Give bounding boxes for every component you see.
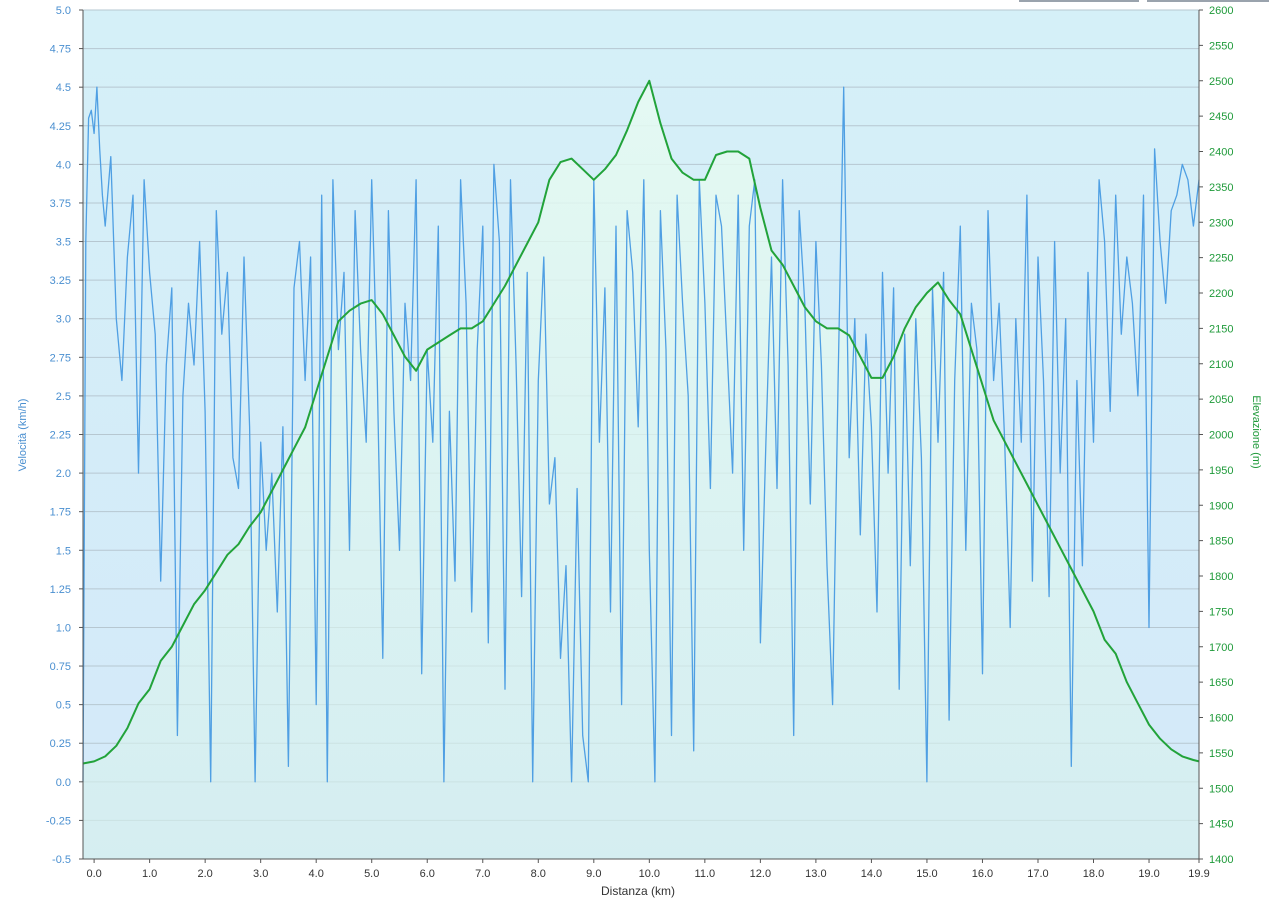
x-tick-label: 2.0 <box>198 868 213 880</box>
window-tab-stub[interactable] <box>1019 0 1139 2</box>
y-right-tick-label: 2450 <box>1209 111 1233 123</box>
y-right-tick-label: 1750 <box>1209 606 1233 618</box>
y-left-tick-label: -0.25 <box>46 815 71 827</box>
left-axis-ticks: 5.0 4.75 4.5 4.25 4.0 3.75 3.5 3.25 3.0 2.75 2.5 2.… <box>46 5 83 866</box>
y-right-tick-label: 2050 <box>1209 394 1233 406</box>
y-right-tick-label: 2600 <box>1209 5 1233 17</box>
y-left-tick-label: 0.0 <box>56 777 71 789</box>
y-left-tick-label: 0.25 <box>50 738 71 750</box>
y-right-tick-label: 1400 <box>1209 854 1233 866</box>
speed-series-line <box>82 86 1200 783</box>
x-tick-label: 5.0 <box>364 868 379 880</box>
y-right-tick-label: 1850 <box>1209 536 1233 548</box>
y-left-tick-label: 2.0 <box>56 468 71 480</box>
y-right-axis-title: Elevazione (m) <box>1250 395 1262 468</box>
y-left-axis-title: Velocità (km/h) <box>17 399 29 472</box>
y-left-tick-label: 0.5 <box>56 700 71 712</box>
y-right-tick-label: 2500 <box>1209 76 1233 88</box>
x-tick-label: 1.0 <box>142 868 157 880</box>
y-right-tick-label: 2150 <box>1209 323 1233 335</box>
x-tick-label: 11.0 <box>695 868 716 880</box>
x-tick-label: 6.0 <box>420 868 435 880</box>
x-tick-label: 19.0 <box>1138 868 1159 880</box>
x-tick-label: 19.9 <box>1188 868 1209 880</box>
x-axis-ticks: 0.0 1.0 2.0 3.0 4.0 5.0 6.0 7.0 8.0 9.0 10.0 11.0 12… <box>86 859 1210 880</box>
y-right-tick-label: 1700 <box>1209 642 1233 654</box>
x-tick-label: 12.0 <box>750 868 771 880</box>
y-right-tick-label: 2350 <box>1209 182 1233 194</box>
y-right-tick-label: 1900 <box>1209 500 1233 512</box>
y-left-tick-label: 1.75 <box>50 507 71 519</box>
right-axis-ticks: 2600 2550 2500 2450 2400 2350 2300 2250 2200 2150… <box>1199 5 1233 866</box>
y-left-tick-label: 5.0 <box>56 5 71 17</box>
y-left-tick-label: 3.5 <box>56 237 71 249</box>
y-left-tick-label: 3.25 <box>50 275 71 287</box>
y-left-tick-label: 2.5 <box>56 391 71 403</box>
elevation-series-line <box>82 79 1200 765</box>
y-right-tick-label: 2200 <box>1209 288 1233 300</box>
y-left-tick-label: 2.25 <box>50 430 71 442</box>
window-tab-stub[interactable] <box>1147 0 1269 2</box>
x-axis-title: Distanza (km) <box>601 884 675 898</box>
y-left-tick-label: 4.0 <box>56 159 71 171</box>
y-left-tick-label: -0.5 <box>52 854 71 866</box>
y-left-tick-label: 4.25 <box>50 121 71 133</box>
y-right-tick-label: 1450 <box>1209 819 1233 831</box>
y-left-tick-label: 1.0 <box>56 622 71 634</box>
x-tick-label: 10.0 <box>639 868 660 880</box>
y-left-tick-label: 3.0 <box>56 314 71 326</box>
y-right-tick-label: 1500 <box>1209 783 1233 795</box>
y-right-tick-label: 1550 <box>1209 748 1233 760</box>
y-left-tick-label: 4.75 <box>50 44 71 56</box>
x-tick-label: 14.0 <box>861 868 882 880</box>
y-right-tick-label: 2400 <box>1209 147 1233 159</box>
elevation-area <box>83 80 1199 860</box>
x-tick-label: 15.0 <box>916 868 937 880</box>
x-tick-label: 3.0 <box>253 868 268 880</box>
x-tick-label: 8.0 <box>531 868 546 880</box>
y-right-tick-label: 2000 <box>1209 430 1233 442</box>
y-left-tick-label: 4.5 <box>56 82 71 94</box>
y-left-tick-label: 3.75 <box>50 198 71 210</box>
y-left-tick-label: 2.75 <box>50 352 71 364</box>
y-right-tick-label: 2250 <box>1209 253 1233 265</box>
x-tick-label: 17.0 <box>1027 868 1048 880</box>
y-right-tick-label: 1950 <box>1209 465 1233 477</box>
x-tick-label: 13.0 <box>805 868 826 880</box>
x-tick-label: 9.0 <box>586 868 601 880</box>
x-tick-label: 18.0 <box>1083 868 1104 880</box>
y-left-tick-label: 1.5 <box>56 545 71 557</box>
y-right-tick-label: 2100 <box>1209 359 1233 371</box>
y-left-tick-label: 1.25 <box>50 584 71 596</box>
x-tick-label: 4.0 <box>309 868 324 880</box>
y-right-tick-label: 1600 <box>1209 713 1233 725</box>
x-tick-label: 16.0 <box>972 868 993 880</box>
y-right-tick-label: 1650 <box>1209 677 1233 689</box>
y-right-tick-label: 2300 <box>1209 217 1233 229</box>
x-tick-label: 7.0 <box>475 868 490 880</box>
y-right-tick-label: 1800 <box>1209 571 1233 583</box>
y-right-tick-label: 2550 <box>1209 40 1233 52</box>
x-tick-label: 0.0 <box>86 868 101 880</box>
y-left-tick-label: 0.75 <box>50 661 71 673</box>
